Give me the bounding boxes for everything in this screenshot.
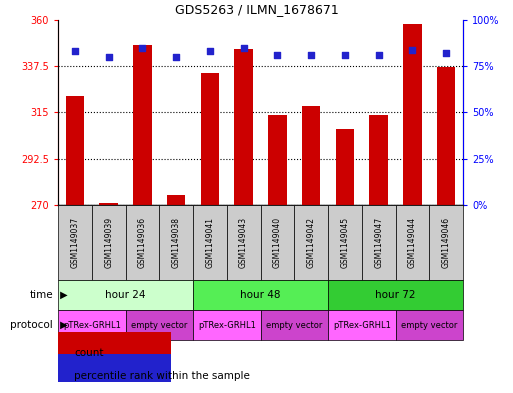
Text: GSM1149041: GSM1149041 <box>205 217 214 268</box>
Point <box>374 52 383 58</box>
Bar <box>302 107 321 205</box>
Bar <box>234 49 253 205</box>
Bar <box>429 205 463 280</box>
Bar <box>126 310 193 340</box>
Bar <box>227 205 261 280</box>
Point <box>341 52 349 58</box>
Bar <box>328 205 362 280</box>
Text: GSM1149038: GSM1149038 <box>172 217 181 268</box>
Bar <box>58 332 171 360</box>
Bar <box>294 205 328 280</box>
Bar <box>100 203 118 205</box>
Bar <box>66 96 84 205</box>
Bar <box>261 205 294 280</box>
Point <box>240 45 248 51</box>
Text: empty vector: empty vector <box>266 321 323 329</box>
Bar <box>167 195 185 205</box>
Text: GSM1149043: GSM1149043 <box>239 217 248 268</box>
Text: hour 48: hour 48 <box>240 290 281 300</box>
Text: hour 24: hour 24 <box>105 290 146 300</box>
Text: GSM1149044: GSM1149044 <box>408 217 417 268</box>
Bar <box>362 205 396 280</box>
Bar <box>193 205 227 280</box>
Bar <box>58 280 193 310</box>
Bar <box>396 310 463 340</box>
Text: pTRex-GRHL1: pTRex-GRHL1 <box>333 321 391 329</box>
Text: empty vector: empty vector <box>401 321 458 329</box>
Bar <box>328 310 396 340</box>
Bar <box>261 310 328 340</box>
Bar <box>58 205 92 280</box>
Point <box>105 54 113 60</box>
Text: GSM1149047: GSM1149047 <box>374 217 383 268</box>
Text: GDS5263 / ILMN_1678671: GDS5263 / ILMN_1678671 <box>174 3 339 16</box>
Bar <box>201 73 219 205</box>
Bar <box>159 205 193 280</box>
Text: hour 72: hour 72 <box>375 290 416 300</box>
Text: GSM1149036: GSM1149036 <box>138 217 147 268</box>
Point <box>172 54 180 60</box>
Bar <box>193 280 328 310</box>
Point <box>307 52 315 58</box>
Text: count: count <box>74 348 104 358</box>
Bar <box>126 205 159 280</box>
Bar <box>336 129 354 205</box>
Bar <box>437 67 456 205</box>
Text: GSM1149040: GSM1149040 <box>273 217 282 268</box>
Text: ▶: ▶ <box>57 320 68 330</box>
Text: percentile rank within the sample: percentile rank within the sample <box>74 371 250 380</box>
Text: ▶: ▶ <box>57 290 68 300</box>
Bar <box>268 114 287 205</box>
Bar <box>396 205 429 280</box>
Text: pTRex-GRHL1: pTRex-GRHL1 <box>198 321 255 329</box>
Text: pTRex-GRHL1: pTRex-GRHL1 <box>63 321 121 329</box>
Bar <box>92 205 126 280</box>
Text: GSM1149042: GSM1149042 <box>307 217 315 268</box>
Bar <box>193 310 261 340</box>
Bar <box>403 24 422 205</box>
Text: GSM1149039: GSM1149039 <box>104 217 113 268</box>
Point <box>408 46 417 53</box>
Bar <box>328 280 463 310</box>
Text: GSM1149037: GSM1149037 <box>70 217 80 268</box>
Text: GSM1149046: GSM1149046 <box>442 217 450 268</box>
Bar <box>58 310 126 340</box>
Bar <box>133 45 152 205</box>
Point <box>273 52 282 58</box>
Text: GSM1149045: GSM1149045 <box>340 217 349 268</box>
Point <box>139 45 147 51</box>
Bar <box>58 354 171 382</box>
Bar <box>369 114 388 205</box>
Text: protocol: protocol <box>10 320 53 330</box>
Point <box>206 48 214 55</box>
Point <box>442 50 450 57</box>
Text: empty vector: empty vector <box>131 321 187 329</box>
Text: time: time <box>29 290 53 300</box>
Point <box>71 48 79 55</box>
